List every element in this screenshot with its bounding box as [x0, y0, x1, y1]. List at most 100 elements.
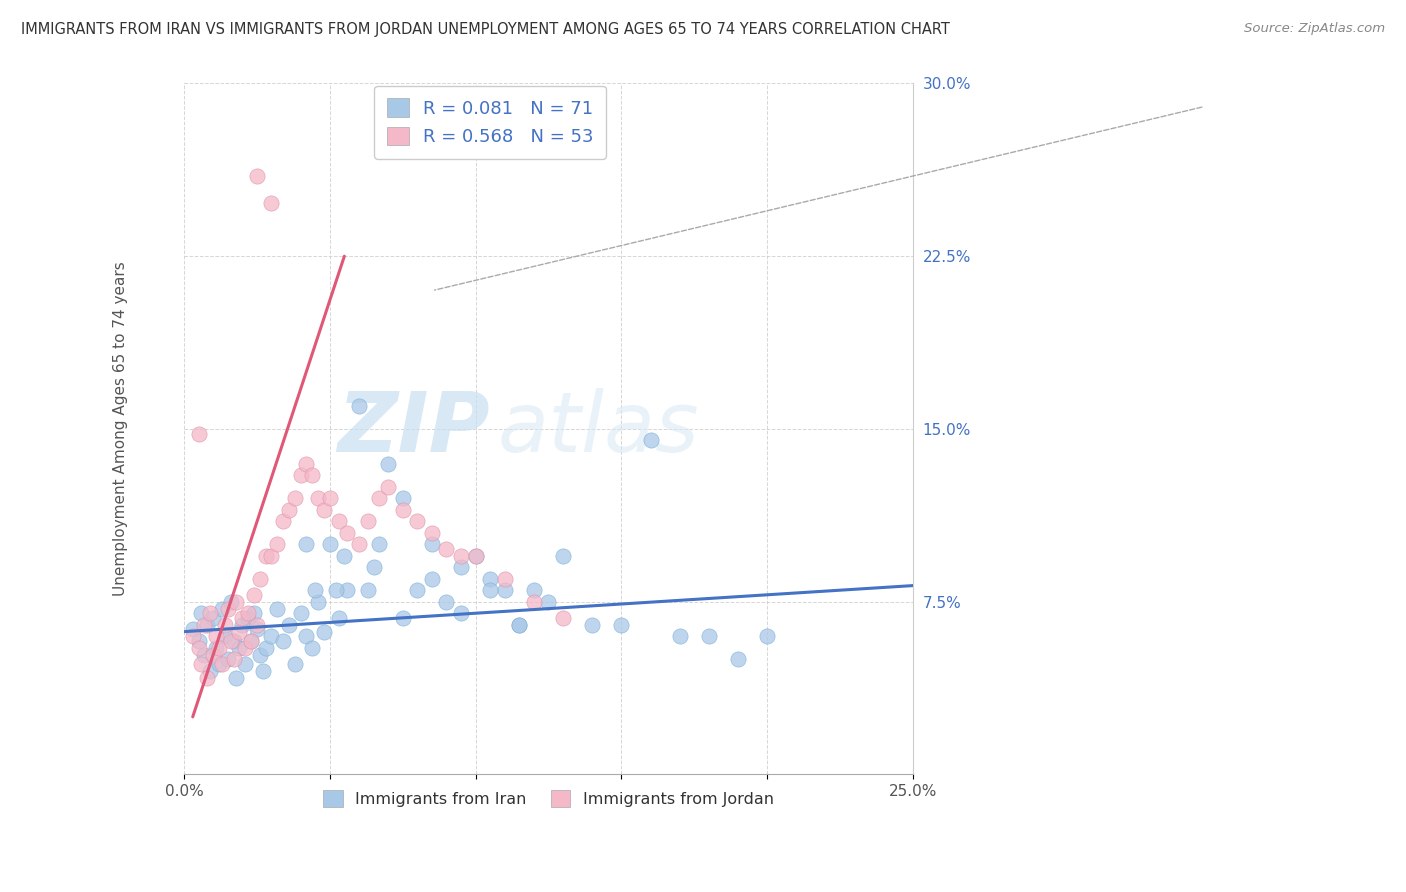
Point [266, 601, 288, 615]
Point [246, 623, 269, 637]
Point [436, 541, 458, 556]
Point [307, 491, 329, 505]
Point [205, 629, 228, 643]
Point [225, 595, 247, 609]
Point [290, 606, 312, 620]
Point [243, 606, 266, 620]
Point [377, 479, 399, 493]
Point [328, 514, 350, 528]
Point [249, 648, 271, 662]
Point [187, 640, 209, 655]
Point [307, 595, 329, 609]
Point [260, 196, 283, 211]
Point [295, 457, 318, 471]
Point [551, 549, 574, 563]
Point [219, 633, 242, 648]
Text: atlas: atlas [498, 388, 699, 469]
Point [319, 537, 342, 551]
Point [301, 468, 323, 483]
Point [494, 572, 516, 586]
Point [284, 657, 307, 671]
Point [233, 657, 256, 671]
Point [205, 640, 228, 655]
Point [193, 617, 215, 632]
Point [240, 633, 263, 648]
Point [406, 583, 429, 598]
Point [756, 629, 779, 643]
Point [523, 595, 546, 609]
Point [391, 611, 413, 625]
Point [319, 491, 342, 505]
Point [217, 601, 239, 615]
Point [450, 549, 472, 563]
Point [312, 502, 335, 516]
Point [195, 617, 218, 632]
Point [508, 617, 530, 632]
Point [304, 583, 326, 598]
Point [523, 583, 546, 598]
Point [508, 617, 530, 632]
Point [494, 583, 516, 598]
Point [464, 549, 486, 563]
Point [312, 624, 335, 639]
Point [214, 629, 236, 643]
Point [301, 640, 323, 655]
Point [357, 514, 380, 528]
Point [236, 606, 259, 620]
Point [202, 648, 225, 662]
Point [193, 648, 215, 662]
Text: Source: ZipAtlas.com: Source: ZipAtlas.com [1244, 22, 1385, 36]
Point [436, 595, 458, 609]
Point [420, 572, 443, 586]
Point [202, 611, 225, 625]
Point [278, 617, 301, 632]
Point [231, 617, 253, 632]
Point [225, 671, 247, 685]
Point [537, 595, 560, 609]
Point [581, 617, 603, 632]
Point [208, 657, 231, 671]
Point [195, 671, 218, 685]
Point [211, 601, 233, 615]
Point [254, 549, 277, 563]
Point [260, 549, 283, 563]
Point [246, 617, 269, 632]
Point [325, 583, 347, 598]
Point [231, 611, 253, 625]
Legend: Immigrants from Iran, Immigrants from Jordan: Immigrants from Iran, Immigrants from Jo… [315, 782, 782, 815]
Point [328, 611, 350, 625]
Point [208, 640, 231, 655]
Point [252, 664, 274, 678]
Point [246, 169, 269, 183]
Point [357, 583, 380, 598]
Point [368, 491, 391, 505]
Point [219, 595, 242, 609]
Point [249, 572, 271, 586]
Point [278, 502, 301, 516]
Point [295, 629, 318, 643]
Text: ZIP: ZIP [337, 388, 491, 469]
Point [377, 457, 399, 471]
Point [222, 652, 245, 666]
Point [217, 652, 239, 666]
Point [190, 657, 212, 671]
Point [479, 583, 502, 598]
Point [187, 426, 209, 441]
Point [236, 611, 259, 625]
Point [295, 537, 318, 551]
Point [190, 606, 212, 620]
Point [260, 629, 283, 643]
Point [727, 652, 749, 666]
Point [551, 611, 574, 625]
Point [336, 525, 359, 540]
Point [697, 629, 720, 643]
Point [240, 633, 263, 648]
Point [187, 633, 209, 648]
Point [228, 640, 250, 655]
Point [420, 525, 443, 540]
Point [181, 629, 204, 643]
Point [347, 399, 370, 413]
Point [200, 664, 222, 678]
Point [271, 514, 294, 528]
Y-axis label: Unemployment Among Ages 65 to 74 years: Unemployment Among Ages 65 to 74 years [114, 261, 128, 597]
